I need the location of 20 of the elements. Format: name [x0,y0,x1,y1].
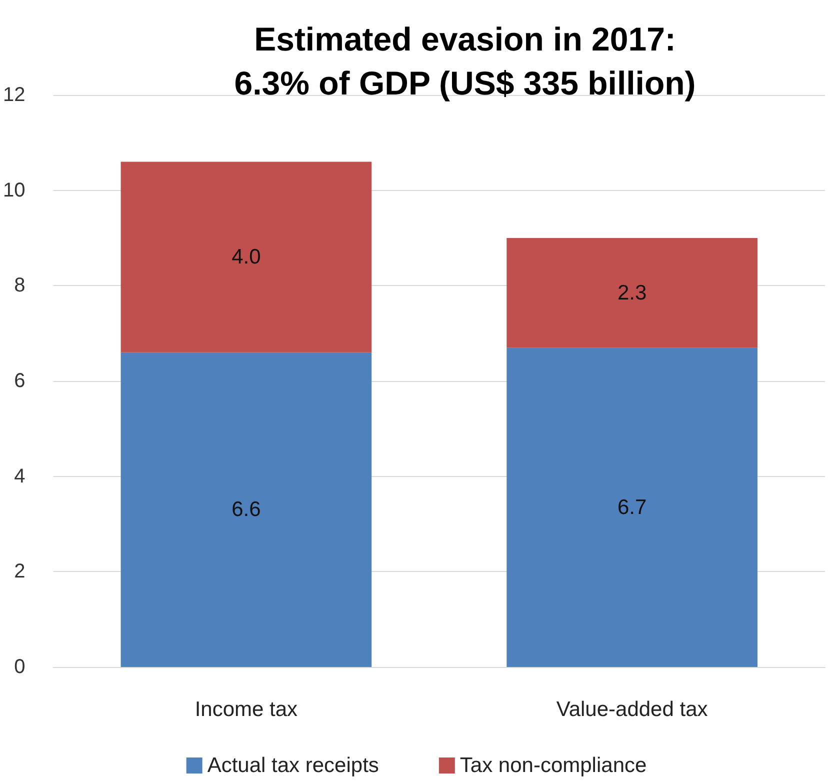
legend-label: Actual tax receipts [207,754,379,777]
data-label: 6.6 [232,498,261,522]
y-tick-label: 0 [14,656,26,678]
chart-title: Estimated evasion in 2017: 6.3% of GDP (US$ 335 billion) [234,20,696,102]
y-tick-label: 6 [14,370,26,392]
data-label: 4.0 [232,246,261,269]
x-tick-label: Income tax [194,698,298,721]
y-tick-label: 10 [2,179,26,202]
legend-label: Tax non-compliance [460,754,647,777]
bar [506,238,758,348]
y-tick-label: 12 [2,84,26,106]
y-tick-label: 2 [14,560,26,583]
bar [506,348,758,667]
bar [120,352,372,667]
y-tick-label: 8 [14,274,26,297]
bar [120,162,372,352]
y-tick-label: 4 [14,465,26,488]
x-tick-label: Value-added tax [556,698,708,721]
data-label: 6.7 [617,496,647,519]
data-label: 2.3 [617,281,647,304]
